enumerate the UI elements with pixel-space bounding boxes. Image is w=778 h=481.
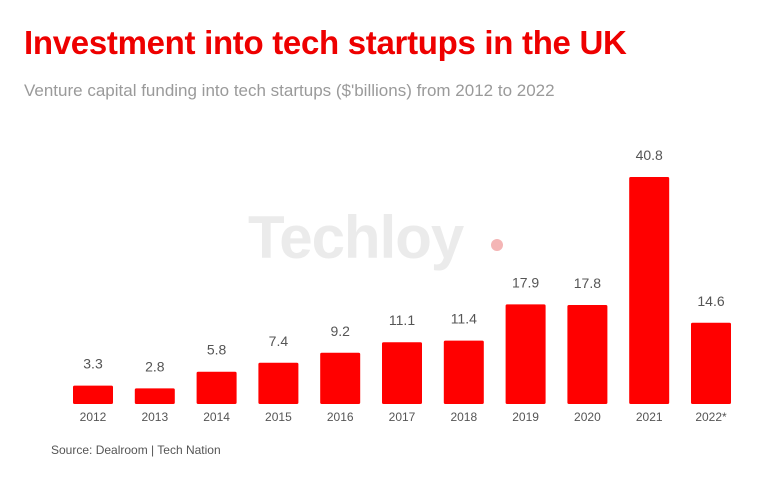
bar-2013	[134, 388, 175, 404]
watermark-text: Techloy	[248, 204, 465, 271]
chart-subtitle: Venture capital funding into tech startu…	[24, 81, 555, 100]
bar-2022-star	[691, 322, 731, 404]
bar-2021	[629, 177, 670, 404]
value-label-2017: 11.1	[389, 312, 415, 328]
x-tick-label-2016: 2016	[327, 410, 354, 424]
watermark-dot-icon	[491, 239, 503, 251]
value-label-2016: 9.2	[330, 323, 350, 339]
x-tick-label-2021: 2021	[636, 410, 663, 424]
value-label-2018: 11.4	[451, 311, 477, 327]
chart-title: Investment into tech startups in the UK	[24, 24, 627, 61]
bar-2019	[505, 304, 546, 404]
x-tick-label-2013: 2013	[141, 410, 168, 424]
bar-2018	[443, 340, 484, 404]
value-labels-group: 3.3 2.8 5.8 7.4 9.2 11.1 11.4 17.9 17.8 40.8 14.6	[83, 147, 725, 374]
x-tick-label-2020: 2020	[574, 410, 601, 424]
x-tick-label-2017: 2017	[389, 410, 416, 424]
value-label-2022-star: 14.6	[697, 293, 724, 309]
bar-2012	[73, 385, 113, 404]
x-tick-label-2018: 2018	[450, 410, 477, 424]
value-label-2020: 17.8	[574, 275, 601, 291]
value-label-2019: 17.9	[512, 274, 539, 290]
x-tick-label-2015: 2015	[265, 410, 292, 424]
value-label-2014: 5.8	[207, 342, 227, 358]
bar-2020	[567, 305, 608, 404]
x-tick-label-2014: 2014	[203, 410, 230, 424]
x-tick-label-2019: 2019	[512, 410, 539, 424]
bar-2015	[258, 362, 299, 404]
value-label-2021: 40.8	[636, 147, 663, 163]
bar-2014	[196, 371, 237, 404]
value-label-2012: 3.3	[83, 356, 103, 372]
value-label-2015: 7.4	[269, 333, 289, 349]
bars-group	[73, 177, 731, 404]
x-tick-label-2012: 2012	[80, 410, 107, 424]
value-label-2013: 2.8	[145, 358, 165, 374]
x-tick-labels-group: 2012 2013 2014 2015 2016 2017 2018 2019 2020 2021…	[80, 410, 727, 424]
bar-2017	[382, 342, 422, 404]
watermark: Techloy	[248, 204, 503, 271]
x-tick-label-2022-star: 2022*	[695, 410, 727, 424]
bar-2016	[320, 352, 361, 404]
source-note: Source: Dealroom | Tech Nation	[51, 443, 221, 457]
